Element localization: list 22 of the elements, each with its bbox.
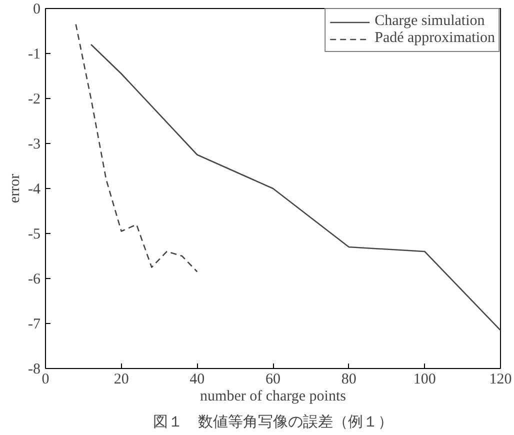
y-tick-label: -3 xyxy=(28,136,41,152)
caption: 図１ 数値等角写像の誤差（例１） xyxy=(153,414,393,430)
y-tick-label: -5 xyxy=(28,226,41,242)
x-tick-label: 40 xyxy=(190,372,205,388)
x-tick-label: 120 xyxy=(489,372,512,388)
y-tick-label: -2 xyxy=(28,92,41,108)
y-tick-label: 0 xyxy=(33,2,40,18)
x-axis-title: number of charge points xyxy=(200,388,346,404)
y-tick-label: -6 xyxy=(28,272,41,288)
line-series xyxy=(75,24,198,272)
y-tick-label: -4 xyxy=(28,182,41,198)
x-tick-label: 60 xyxy=(266,372,280,388)
legend-label: Charge simulation xyxy=(374,13,485,30)
line-series xyxy=(90,44,500,331)
x-tick-label: 80 xyxy=(341,372,356,388)
y-tick-label: -8 xyxy=(28,362,41,378)
x-tick-label: 20 xyxy=(114,372,129,388)
y-axis-title: error xyxy=(7,174,24,204)
y-tick-label: -7 xyxy=(28,316,41,332)
legend-label: Padé approximation xyxy=(374,30,495,47)
x-tick-label: 100 xyxy=(413,372,436,388)
y-tick-label: -1 xyxy=(28,46,41,62)
